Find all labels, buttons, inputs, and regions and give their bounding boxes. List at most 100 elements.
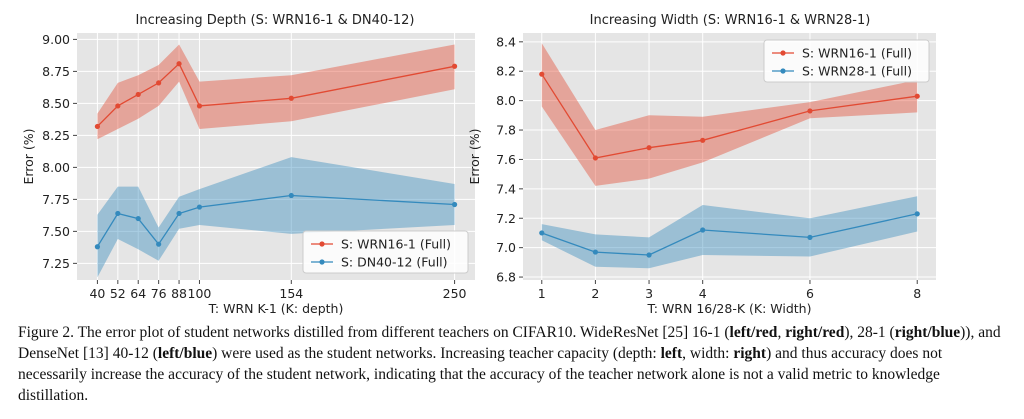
caption-bold-text: left/red bbox=[729, 324, 778, 341]
series-0-line bbox=[96, 62, 455, 127]
legend-marker bbox=[780, 68, 786, 74]
chart-title: Increasing Width (S: WRN16-1 & WRN28-1) bbox=[590, 13, 871, 28]
legend-label: S: DN40-12 (Full) bbox=[341, 255, 448, 270]
series-1-point bbox=[451, 201, 458, 208]
series-1-confidence-band bbox=[97, 157, 455, 278]
legend-marker bbox=[780, 50, 786, 56]
series-0-point bbox=[115, 103, 121, 109]
legend-marker bbox=[319, 259, 325, 265]
chart-depth: 7.25 7.50 7.75 8.00 8.25 8.50 8.75 9.00 40 52 64 76… bbox=[21, 13, 475, 316]
caption-bold-text: right bbox=[733, 345, 767, 362]
x-tick-label: 154 bbox=[279, 286, 303, 301]
series-0-confidence-band bbox=[97, 44, 455, 140]
y-axis-label: Error (%) bbox=[21, 128, 36, 184]
y-tick-label: 8.0 bbox=[496, 93, 516, 108]
y-tick-label: 8.25 bbox=[42, 128, 70, 143]
x-tick-label: 1 bbox=[538, 286, 546, 301]
series-0-point bbox=[176, 61, 182, 67]
series-0-point bbox=[451, 63, 458, 69]
x-tick-label: 4 bbox=[699, 286, 707, 301]
y-tick-label: 6.8 bbox=[496, 270, 516, 285]
legend-box bbox=[302, 230, 469, 274]
caption-bold-text: right/blue bbox=[894, 324, 961, 341]
y-tick-label: 7.75 bbox=[42, 192, 70, 207]
caption-text: Figure 2. The error plot of student netw… bbox=[18, 324, 730, 341]
figure-caption: Figure 2. The error plot of student netw… bbox=[18, 322, 1008, 406]
y-tick-label: 7.8 bbox=[496, 123, 516, 138]
y-tick-label: 7.4 bbox=[496, 181, 516, 196]
x-tick-label: 2 bbox=[591, 286, 599, 301]
series-1-line bbox=[96, 194, 455, 248]
y-tick-label: 8.00 bbox=[42, 160, 70, 175]
series-0-point bbox=[700, 137, 706, 143]
series-0-point bbox=[196, 103, 203, 109]
x-tick-label: 6 bbox=[806, 286, 814, 301]
series-0-point bbox=[288, 95, 294, 101]
series-1-point bbox=[288, 192, 294, 199]
y-tick-label: 8.4 bbox=[496, 34, 516, 49]
x-tick-label: 3 bbox=[645, 286, 653, 301]
series-1-point bbox=[156, 241, 162, 247]
x-tick-label: 64 bbox=[130, 286, 146, 301]
series-1-point bbox=[592, 249, 599, 255]
series-1-point bbox=[807, 234, 813, 240]
legend-label: S: WRN16-1 (Full) bbox=[802, 46, 912, 61]
x-tick-label: 88 bbox=[171, 286, 187, 301]
legend: S: WRN16-1 (Full) S: DN40-12 (Full) bbox=[302, 230, 469, 274]
caption-text: )), and DenseNet [13] 40-12 ( bbox=[18, 324, 1001, 362]
x-tick-label: 40 bbox=[89, 286, 105, 301]
y-tick-label: 7.0 bbox=[496, 240, 516, 255]
legend-marker bbox=[319, 241, 325, 247]
y-tick-label: 8.75 bbox=[42, 64, 70, 79]
x-tick-label: 100 bbox=[188, 286, 212, 301]
series-0-line bbox=[541, 73, 918, 159]
y-axis-label: Error (%) bbox=[467, 128, 482, 184]
x-tick-label: 76 bbox=[151, 286, 167, 301]
caption-text: , width: bbox=[682, 345, 734, 362]
series-1-line bbox=[541, 213, 918, 256]
series-0-point bbox=[592, 155, 599, 161]
y-tick-label: 9.00 bbox=[42, 32, 70, 47]
y-tick-label: 7.6 bbox=[496, 152, 516, 167]
chart-width: 6.8 7.0 7.2 7.4 7.6 7.8 8.0 8.2 8.4 1 2 3 4 6 8 Increas… bbox=[467, 13, 936, 316]
series-0-point bbox=[807, 108, 813, 114]
x-axis-label: T: WRN K-1 (K: depth) bbox=[208, 301, 344, 316]
series-0-point bbox=[156, 80, 162, 86]
y-tick-label: 7.50 bbox=[42, 224, 70, 239]
x-tick-label: 8 bbox=[913, 286, 921, 301]
caption-bold-text: right/red bbox=[785, 324, 845, 341]
series-1-point bbox=[115, 210, 121, 217]
x-tick-label: 52 bbox=[110, 286, 126, 301]
series-0-point bbox=[646, 145, 652, 151]
caption-bold-text: left bbox=[660, 345, 683, 362]
series-1-point bbox=[539, 230, 545, 236]
series-1-point bbox=[135, 215, 141, 222]
caption-text: ) were used as the student networks. Inc… bbox=[212, 345, 661, 362]
legend: S: WRN16-1 (Full) S: WRN28-1 (Full) bbox=[763, 39, 930, 83]
series-1-point bbox=[700, 227, 706, 233]
series-1-point bbox=[196, 204, 203, 210]
series-1-point bbox=[914, 211, 920, 217]
series-0-point bbox=[539, 71, 545, 77]
y-tick-label: 7.2 bbox=[496, 211, 516, 226]
caption-text: ) and thus accuracy does not necessarily… bbox=[18, 345, 943, 404]
series-1-point bbox=[176, 210, 182, 217]
series-0-point bbox=[135, 91, 141, 98]
caption-bold-text: left/blue bbox=[157, 345, 213, 362]
legend-label: S: WRN28-1 (Full) bbox=[802, 64, 912, 79]
y-tick-label: 8.2 bbox=[496, 64, 516, 79]
chart-title: Increasing Depth (S: WRN16-1 & DN40-12) bbox=[136, 13, 415, 28]
series-1-point bbox=[646, 252, 652, 258]
y-tick-label: 7.25 bbox=[42, 256, 70, 271]
legend-box bbox=[763, 39, 930, 83]
x-axis-label: T: WRN 16/28-K (K: Width) bbox=[647, 301, 812, 316]
caption-text: ), 28-1 ( bbox=[844, 324, 895, 341]
x-tick-label: 250 bbox=[443, 286, 467, 301]
series-0-point bbox=[94, 123, 101, 130]
caption-text: , bbox=[777, 324, 786, 341]
series-0-point bbox=[914, 93, 920, 99]
legend-label: S: WRN16-1 (Full) bbox=[341, 237, 451, 252]
series-1-point bbox=[94, 244, 101, 250]
y-tick-label: 8.50 bbox=[42, 96, 70, 111]
